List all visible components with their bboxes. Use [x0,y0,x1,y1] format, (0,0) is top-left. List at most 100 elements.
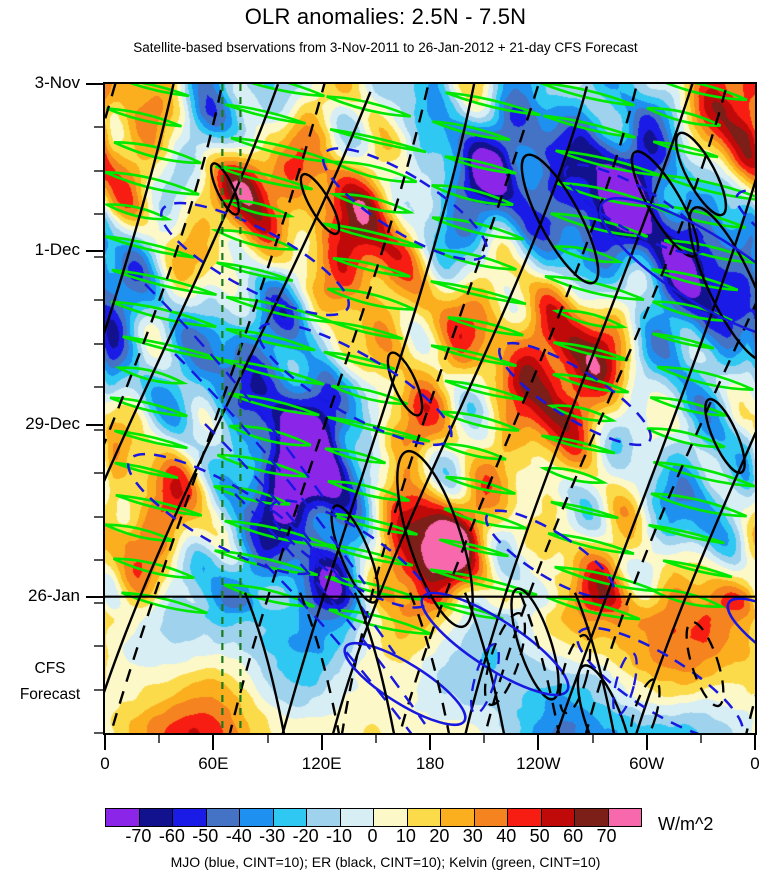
x-axis-minor-tick [699,735,702,743]
y-axis-label-26-jan: 26-Jan [28,585,80,605]
kelvin-wave-contour [323,350,396,371]
er-wave-closed-contour [688,206,755,362]
y-axis-minor-tick [94,732,103,734]
mjo-wave-contour [484,509,616,599]
mjo-wave-contour [234,493,426,725]
x-axis-label-120E: 120E [301,754,342,773]
er-wave-contour [332,86,589,733]
y-axis-major-tick [86,249,103,252]
er-wave-forecast-contour [573,592,616,733]
y-axis-minor-tick [94,299,103,302]
kelvin-wave-contour [225,295,334,324]
mjo-wave-contour [321,147,489,261]
x-axis-minor-tick [266,735,269,743]
mjo-wave-contour [174,353,366,585]
kelvin-wave-contour [429,568,538,597]
er-wave-closed-contour [674,131,728,217]
kelvin-wave-contour [656,365,754,391]
kelvin-wave-contour [432,248,517,271]
er-wave-closed-contour [576,664,634,733]
er-wave-contour [105,84,175,335]
colorbar-swatch-2 [173,809,207,826]
colorbar-tick-50: 50 [529,826,550,846]
kelvin-wave-contour [436,601,504,621]
page-subtitle: Satellite-based bservations from 3-Nov-2… [133,40,638,55]
kelvin-wave-contour [430,344,517,367]
kelvin-wave-contour [547,532,635,555]
kelvin-wave-contour [110,300,217,328]
kelvin-wave-contour [321,542,414,567]
kelvin-wave-contour [129,84,190,98]
kelvin-wave-contour [544,275,645,301]
colorbar-tick-0: 0 [367,826,378,846]
colorbar-tick--10: -10 [326,826,353,846]
colorbar-tick--40: -40 [225,826,252,846]
kelvin-wave-contour [210,229,301,251]
mjo-wave-contour [204,423,396,655]
kelvin-wave-contour [332,256,411,278]
kelvin-wave-contour [227,392,320,417]
er-wave-contour [584,302,755,733]
mjo-wave-contour [257,321,453,447]
y-axis-minor-tick [94,256,103,259]
kelvin-wave-contour [540,84,635,107]
er-wave-closed-contour [386,351,424,417]
mjo-wave-forecast-contour [470,643,500,715]
colorbar-swatch-8 [374,809,408,826]
kelvin-wave-contour [225,327,316,352]
kelvin-wave-contour [105,170,200,196]
kelvin-wave-contour [650,268,739,292]
y-axis-major-tick [86,423,103,426]
er-wave-closed-contour [520,153,600,285]
kelvin-wave-contour [438,538,509,558]
colorbar-swatch-3 [206,809,240,826]
x-axis-label-60E: 60E [198,754,229,773]
kelvin-wave-contour [551,309,628,329]
mjo-wave-contour [269,499,431,609]
kelvin-wave-contour [328,608,432,636]
kelvin-wave-contour [105,107,182,128]
kelvin-wave-contour [542,114,636,139]
colorbar-swatch-6 [307,809,341,826]
kelvin-wave-contour [322,222,424,249]
kelvin-wave-contour [665,84,748,102]
er-wave-closed-contour [510,587,560,701]
colorbar-tick-30: 30 [462,826,483,846]
y-axis-forecast-label-line-1: CFS [34,660,66,677]
colorbar-tick-60: 60 [563,826,584,846]
colorbar-tick--60: -60 [158,826,185,846]
er-wave-forecast-contour [558,633,592,715]
er-wave-forecast-contour [685,620,725,708]
x-axis-minor-tick [483,735,486,743]
colorbar [105,808,642,827]
colorbar-swatch-14 [575,809,609,826]
mjo-wave-contour [726,597,755,691]
kelvin-wave-contour [324,447,387,465]
colorbar-swatch-10 [441,809,475,826]
y-axis-label-1-dec: 1-Dec [34,239,80,259]
kelvin-wave-contour [221,199,296,218]
kelvin-wave-contour [328,192,415,214]
kelvin-wave-contour [651,332,715,350]
kelvin-wave-contour [445,91,541,117]
er-wave-contour [228,87,429,733]
colorbar-tick--20: -20 [292,826,319,846]
kelvin-wave-contour [331,320,404,340]
er-wave-closed-contour [209,162,241,216]
mjo-wave-contour [264,563,413,733]
kelvin-wave-contour [443,507,528,530]
er-wave-contour [635,431,755,733]
overlay-legend-caption: MJO (blue, CINT=10); ER (black, CINT=10)… [170,854,601,870]
colorbar-swatch-9 [407,809,441,826]
x-axis-label-180: 180 [415,754,445,773]
kelvin-wave-contour [646,588,727,608]
er-wave-contour [340,85,540,733]
kelvin-wave-contour [550,245,624,264]
y-axis-major-tick [86,83,103,85]
kelvin-wave-contour [553,341,629,362]
kelvin-wave-contour [662,559,733,579]
colorbar-swatch-0 [106,809,140,826]
er-wave-forecast-contour [353,592,396,733]
er-wave-forecast-contour [629,678,661,733]
